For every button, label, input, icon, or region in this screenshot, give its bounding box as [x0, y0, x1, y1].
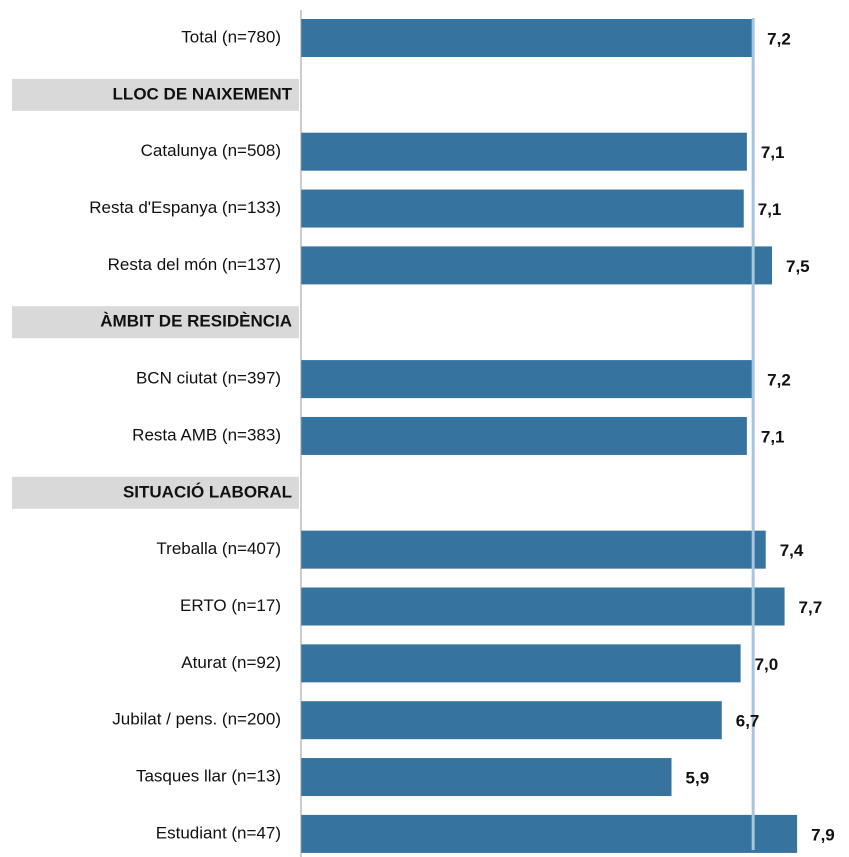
value-label: 7,9 [811, 825, 835, 844]
value-label: 7,4 [780, 541, 804, 560]
category-label: Total (n=780) [181, 27, 281, 46]
bar [301, 644, 741, 683]
value-label: 7,2 [767, 29, 791, 48]
bar [301, 530, 766, 569]
category-label: Resta AMB (n=383) [132, 425, 281, 444]
bar [301, 701, 722, 740]
category-label: ERTO (n=17) [180, 596, 281, 615]
category-label: Treballa (n=407) [156, 539, 281, 558]
bar [301, 132, 747, 171]
bar [301, 19, 754, 57]
category-label: Catalunya (n=508) [141, 141, 281, 160]
bar [301, 587, 785, 626]
category-label: Resta d'Espanya (n=133) [89, 198, 281, 217]
bar [301, 814, 798, 853]
value-label: 7,1 [761, 143, 785, 162]
bar [301, 416, 747, 455]
bar [301, 189, 744, 228]
value-label: 7,0 [755, 655, 779, 674]
category-label: Tasques llar (n=13) [136, 767, 281, 786]
section-header: SITUACIÓ LABORAL [123, 482, 292, 501]
bar [301, 758, 672, 797]
value-label: 7,2 [767, 371, 791, 390]
category-label: Jubilat / pens. (n=200) [112, 710, 281, 729]
category-label: Resta del món (n=137) [108, 255, 281, 274]
category-label: BCN ciutat (n=397) [136, 369, 281, 388]
category-label: Aturat (n=92) [181, 653, 281, 672]
section-header: LLOC DE NAIXEMENT [113, 84, 293, 103]
category-label: Estudiant (n=47) [156, 823, 281, 842]
section-header-bg [12, 78, 299, 111]
section-header: ÀMBIT DE RESIDÈNCIA [100, 312, 292, 331]
value-label: 5,9 [686, 769, 710, 788]
section-header-bg [12, 306, 299, 339]
bar [301, 360, 754, 399]
value-label: 7,7 [799, 598, 823, 617]
value-label: 7,1 [758, 200, 782, 219]
section-header-bg [12, 476, 299, 509]
value-label: 7,5 [786, 257, 810, 276]
bar [301, 246, 772, 285]
value-label: 6,7 [736, 712, 760, 731]
value-label: 7,1 [761, 427, 785, 446]
